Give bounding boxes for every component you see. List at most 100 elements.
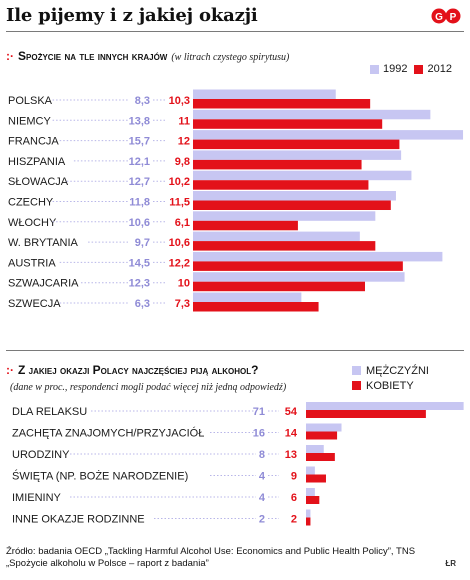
bar-2012-szwajcaria [193, 281, 365, 292]
value-2012-w-ochy: 6,1 [175, 217, 190, 229]
value-1992-austria: 14,5 [129, 257, 150, 269]
legend-label-1992: 1992 [383, 63, 408, 75]
section2-note: (dane w proc., respondenci mogli podać w… [10, 382, 287, 393]
country-label-czechy: CZECHY [8, 197, 54, 209]
bar-women-s-wie-ta-np-boz-e-narodzenie [306, 474, 326, 483]
bar-2012-czechy [193, 200, 391, 210]
author-credit: ŁR [445, 559, 456, 568]
occasion-label-s-wie-ta-np-boz-e-narodzenie: ŚWIĘTA (NP. BOŻE NARODZENIE) [12, 470, 188, 483]
value-women-imieniny: 6 [291, 492, 297, 504]
bar-2012-w-brytania [193, 241, 376, 251]
occasion-label-dla-relaksu: DLA RELAKSU [12, 406, 87, 418]
value-2012-s-owacja: 10,2 [169, 176, 190, 188]
source-note: Źródło: badania OECD „Tackling Harmful A… [6, 546, 416, 569]
value-1992-polska: 8,3 [135, 95, 150, 107]
bar-1992-w-brytania [193, 231, 360, 242]
section-divider [6, 350, 464, 351]
bar-men-urodziny [306, 445, 324, 453]
legend-section2: MĘŻCZYŹNI KOBIETY [352, 363, 429, 393]
value-2012-niemcy: 11 [178, 115, 190, 127]
legend-swatch-women [352, 381, 361, 390]
value-1992-hiszpania: 12,1 [129, 156, 150, 168]
value-2012-szwecja: 7,3 [175, 298, 190, 310]
value-1992-szwajcaria: 12,3 [129, 278, 150, 290]
bar-2012-francja [193, 139, 400, 150]
bar-women-zache-ta-znajomych-przyjacio [306, 431, 338, 440]
value-men-zache-ta-znajomych-przyjacio: 16 [253, 428, 265, 440]
section1-subheading: (w litrach czystego spirytusu) [171, 52, 290, 63]
country-label-austria: AUSTRIA [8, 257, 56, 269]
value-men-s-wie-ta-np-boz-e-narodzenie: 4 [259, 471, 266, 483]
bar-men-inne-okazje-rodzinne [306, 509, 311, 518]
value-2012-czechy: 11,5 [169, 197, 190, 209]
bar-men-imieniny [306, 488, 315, 496]
page-title: Ile pijemy i z jakiej okazji [6, 5, 258, 26]
country-label-hiszpania: HISZPANIA [8, 156, 66, 168]
legend-swatch-2012 [414, 64, 424, 74]
value-1992-w-brytania: 9,7 [135, 237, 150, 249]
country-label-w-ochy: WŁOCHY [8, 217, 57, 229]
value-2012-hiszpania: 9,8 [175, 156, 190, 168]
bar-1992-niemcy [193, 109, 431, 120]
value-women-dla-relaksu: 54 [285, 406, 298, 418]
value-1992-niemcy: 13,8 [129, 115, 150, 127]
legend-item-men: MĘŻCZYŹNI [352, 363, 429, 378]
value-women-s-wie-ta-np-boz-e-narodzenie: 9 [291, 471, 297, 483]
value-1992-szwecja: 6,3 [135, 298, 150, 310]
section2-heading: :· Z jakiej okazji Polacy najczęściej pij… [6, 363, 258, 377]
bar-1992-szwecja [193, 292, 302, 302]
country-label-szwajcaria: SZWAJCARIA [8, 278, 79, 290]
country-label-niemcy: NIEMCY [8, 115, 51, 127]
value-2012-francja: 12 [178, 136, 190, 148]
occasion-label-urodziny: URODZINY [12, 449, 70, 461]
country-label-polska: POLSKA [8, 95, 53, 107]
country-label-w-brytania: W. BRYTANIA [8, 237, 79, 249]
legend-item-women: KOBIETY [352, 378, 429, 393]
bar-women-dla-relaksu [306, 410, 426, 418]
bar-2012-polska [193, 99, 371, 109]
section2-heading-text: Z jakiej okazji Polacy najczęściej piją … [18, 363, 259, 377]
value-2012-polska: 10,3 [169, 95, 190, 107]
value-men-inne-okazje-rodzinne: 2 [259, 514, 265, 526]
bar-men-s-wie-ta-np-boz-e-narodzenie [306, 466, 315, 475]
bar-men-dla-relaksu [306, 402, 464, 410]
section-marker-icon: :· [6, 49, 14, 63]
value-1992-czechy: 11,8 [129, 197, 150, 209]
value-women-zache-ta-znajomych-przyjacio: 14 [285, 428, 298, 440]
value-1992-s-owacja: 12,7 [129, 176, 150, 188]
bar-women-urodziny [306, 453, 335, 461]
legend-label-men: MĘŻCZYŹNI [366, 364, 429, 377]
value-men-urodziny: 8 [259, 449, 265, 461]
legend-label-2012: 2012 [427, 63, 452, 75]
bar-1992-hiszpania [193, 150, 402, 160]
value-1992-w-ochy: 10,6 [129, 217, 150, 229]
legend-item-2012: 2012 [414, 63, 452, 75]
section-marker-icon: :· [6, 363, 14, 377]
bar-men-zache-ta-znajomych-przyjacio [306, 423, 342, 432]
bar-2012-w-ochy [193, 220, 298, 231]
legend-swatch-1992 [370, 64, 379, 74]
bar-women-inne-okazje-rodzinne [306, 517, 311, 526]
bar-2012-s-owacja [193, 180, 369, 190]
legend-item-1992: 1992 [370, 63, 407, 75]
bar-1992-w-ochy [193, 211, 376, 221]
publisher-logo-icon: G P [431, 8, 461, 24]
value-women-inne-okazje-rodzinne: 2 [291, 514, 297, 526]
value-1992-francja: 15,7 [129, 136, 150, 148]
bar-1992-polska [193, 89, 336, 99]
country-label-s-owacja: SŁOWACJA [8, 176, 69, 188]
bar-1992-austria [193, 251, 443, 262]
occasion-label-imieniny: IMIENINY [12, 492, 62, 504]
country-label-francja: FRANCJA [8, 136, 59, 148]
legend-swatch-men [352, 366, 361, 375]
title-rule [6, 31, 464, 32]
legend-label-women: KOBIETY [366, 379, 414, 392]
bar-1992-francja [193, 130, 464, 140]
value-2012-w-brytania: 10,6 [169, 237, 190, 249]
occasion-label-inne-okazje-rodzinne: INNE OKAZJE RODZINNE [12, 514, 145, 526]
svg-text:G: G [435, 12, 443, 23]
bar-2012-szwecja [193, 302, 319, 312]
